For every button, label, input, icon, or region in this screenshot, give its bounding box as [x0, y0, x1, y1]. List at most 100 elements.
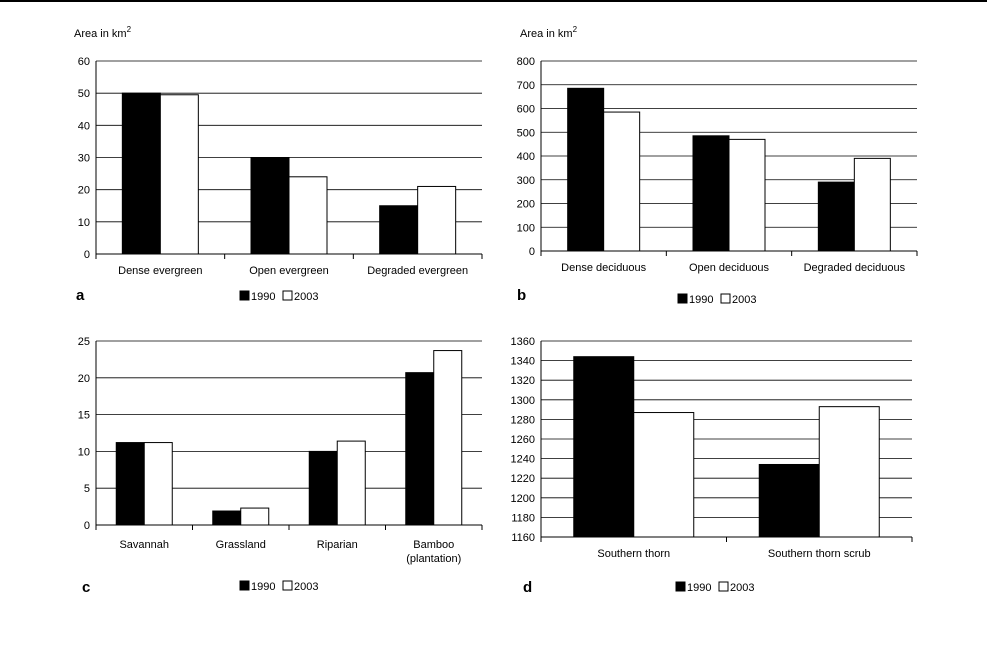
bar-2003 — [603, 111, 641, 252]
bar-1990 — [758, 463, 820, 538]
panel-label: b — [517, 287, 526, 304]
category-label: Bamboo — [413, 539, 454, 551]
legend: 1990 2003 — [675, 581, 754, 594]
category-label: Southern thorn scrub — [768, 548, 871, 560]
bar-1990 — [692, 135, 730, 252]
panel-label: a — [76, 287, 85, 304]
legend-label: 1990 — [251, 291, 275, 303]
bar-2003 — [159, 94, 199, 255]
legend-label: 1990 — [687, 582, 711, 594]
y-tick-label: 100 — [517, 222, 535, 234]
category-label: Degraded evergreen — [367, 265, 468, 277]
legend: 1990 2003 — [239, 290, 318, 303]
y-tick-label: 1160 — [511, 532, 535, 544]
y-tick-label: 1200 — [511, 493, 535, 505]
legend-label: 1990 — [689, 294, 713, 306]
y-axis-title-superscript: 2 — [573, 25, 578, 34]
bar-2003 — [288, 176, 328, 255]
legend-label: 1990 — [251, 581, 275, 593]
bar-2003 — [143, 442, 173, 526]
y-tick-label: 10 — [78, 446, 90, 458]
bar-2003 — [818, 406, 880, 538]
bar-1990 — [121, 92, 161, 255]
category-label: Savannah — [119, 539, 169, 551]
y-tick-label: 60 — [78, 56, 90, 68]
legend-label: 2003 — [730, 582, 754, 594]
legend-swatch-2003 — [282, 580, 293, 591]
chart-panel-c: 0 5 10 15 20 25 Savannah Grassland Riparian Bambo… — [78, 336, 483, 596]
y-tick-label: 40 — [78, 120, 90, 132]
bar-2003 — [240, 507, 270, 526]
y-tick-label: 600 — [517, 104, 535, 116]
bar-2003 — [417, 185, 457, 255]
y-tick-label: 50 — [78, 88, 90, 100]
bar-2003 — [336, 440, 366, 526]
bar-2003 — [633, 412, 695, 538]
y-tick-label: 15 — [78, 410, 90, 422]
y-tick-label: 700 — [517, 80, 535, 92]
y-tick-label: 1340 — [511, 356, 535, 368]
category-label: Grassland — [216, 539, 266, 551]
y-tick-label: 0 — [529, 246, 535, 258]
bar-1990 — [573, 356, 635, 538]
y-tick-label: 1240 — [511, 454, 535, 466]
legend-swatch-2003 — [282, 290, 293, 301]
legend-swatch-2003 — [718, 581, 729, 592]
y-tick-label: 400 — [517, 151, 535, 163]
y-tick-label: 1320 — [511, 375, 535, 387]
category-label: Degraded deciduous — [804, 262, 906, 274]
legend: 1990 2003 — [677, 293, 756, 306]
y-tick-label: 1220 — [511, 473, 535, 485]
y-tick-label: 20 — [78, 373, 90, 385]
category-label: (plantation) — [406, 553, 461, 565]
legend-swatch-1990 — [677, 293, 688, 304]
bar-2003 — [433, 350, 463, 526]
bar-1990 — [567, 87, 605, 252]
bar-1990 — [308, 450, 338, 526]
legend-label: 2003 — [294, 291, 318, 303]
panel-label: c — [82, 579, 90, 596]
y-tick-label: 30 — [78, 153, 90, 165]
legend: 1990 2003 — [239, 580, 318, 593]
bar-1990 — [379, 205, 419, 255]
y-tick-label: 0 — [84, 249, 90, 261]
y-tick-label: 25 — [78, 336, 90, 348]
y-axis-title-superscript: 2 — [127, 25, 132, 34]
y-tick-label: 300 — [517, 175, 535, 187]
panel-label: d — [523, 579, 532, 596]
y-tick-label: 800 — [517, 56, 535, 68]
bar-2003 — [853, 157, 891, 252]
chart-panel-b: 0 100 200 300 400 500 600 700 800 Dense deciduous… — [517, 25, 918, 306]
bar-1990 — [405, 372, 435, 526]
category-label: Open evergreen — [249, 265, 329, 277]
bar-2003 — [728, 138, 766, 252]
y-tick-label: 500 — [517, 127, 535, 139]
y-tick-label: 1260 — [511, 434, 535, 446]
y-tick-label: 1180 — [511, 512, 535, 524]
top-rule — [0, 0, 987, 2]
bar-1990 — [250, 157, 290, 255]
legend-label: 2003 — [732, 294, 756, 306]
y-tick-label: 1280 — [511, 414, 535, 426]
category-label: Riparian — [317, 539, 358, 551]
chart-panel-d: 1160 1180 1200 1220 1240 1260 1280 1300 1320 1340… — [511, 336, 913, 596]
y-tick-label: 200 — [517, 199, 535, 211]
chart-panel-a: 0 10 20 30 40 50 60 Dense evergreen Open evergre… — [74, 25, 483, 304]
legend-swatch-2003 — [720, 293, 731, 304]
category-label: Dense evergreen — [118, 265, 202, 277]
y-axis-title: Area in km2 — [74, 25, 132, 40]
bar-1990 — [817, 181, 855, 252]
bar-1990 — [115, 442, 145, 526]
category-label: Dense deciduous — [561, 262, 647, 274]
y-tick-label: 20 — [78, 185, 90, 197]
y-tick-label: 0 — [84, 520, 90, 532]
y-tick-label: 10 — [78, 217, 90, 229]
bar-1990 — [212, 510, 242, 526]
y-tick-label: 1300 — [511, 395, 535, 407]
y-tick-label: 5 — [84, 483, 90, 495]
category-label: Open deciduous — [689, 262, 770, 274]
legend-swatch-1990 — [239, 290, 250, 301]
legend-swatch-1990 — [239, 580, 250, 591]
legend-label: 2003 — [294, 581, 318, 593]
